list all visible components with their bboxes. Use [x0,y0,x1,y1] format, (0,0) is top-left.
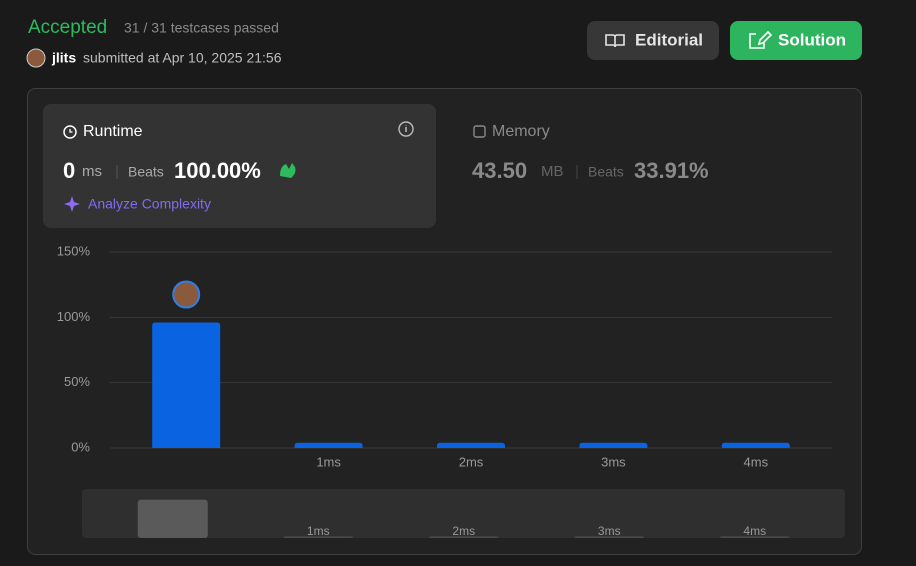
navigator-label: 4ms [743,524,766,538]
navigator-bar [428,536,499,538]
y-tick-label: 50% [64,374,90,389]
bar [294,442,363,448]
navigator-bar [574,536,645,538]
x-tick-label: 4ms [744,454,769,469]
bar [721,442,790,448]
navigator-bar [283,536,354,538]
bar [437,442,505,448]
runtime-beats-label: Beats [128,164,164,180]
analyze-link[interactable]: Analyze Complexity [88,196,211,212]
y-tick-label: 100% [57,309,91,324]
edit-icon [749,30,773,49]
bar [579,442,648,448]
memory-unit: MB [541,163,564,180]
runtime-label: Runtime [83,123,143,140]
user[interactable]: jlits [51,50,76,66]
clock-icon [63,125,77,139]
sparkle-icon [64,196,80,212]
runtime-beats: 100.00% [174,158,261,183]
testcases: 31 / 31 testcases passed [124,20,279,36]
status: Accepted [28,17,107,38]
y-tick-label: 0% [71,439,90,454]
x-tick-label: 3ms [601,454,626,469]
x-tick-label: 1ms [316,454,341,469]
avatar-marker [172,280,201,309]
bar [152,322,221,448]
clock-hand [69,129,73,133]
navigator-bar [137,499,208,538]
navigator-label: 2ms [452,524,475,538]
x-tick-label: 2ms [459,454,484,469]
navigator[interactable] [82,489,845,538]
navigator-bar [719,536,790,538]
navigator-label: 3ms [598,524,621,538]
chart: 0% 50% 100% 150% 1ms 1ms 2ms 2ms 3ms 3ms 4ms 4ms [57,243,832,538]
y-tick-label: 150% [57,243,91,258]
solution-label[interactable]: Solution [778,30,846,49]
runtime-unit: ms [82,163,102,180]
solution-button[interactable] [730,21,862,60]
memory-value: 43.50 [472,158,527,183]
editorial-label[interactable]: Editorial [635,30,703,49]
clap-icon [280,163,296,178]
book-icon [605,34,625,48]
info-icon[interactable] [398,121,414,137]
memory-label[interactable]: Memory [492,123,550,140]
memory-beats: 33.91% [634,158,709,183]
editorial-button[interactable] [587,21,719,60]
runtime-value: 0 [63,158,75,183]
runtime-card[interactable] [43,104,436,228]
chip-icon [473,125,486,138]
submitted: submitted at Apr 10, 2025 21:56 [83,50,282,66]
navigator-label: 1ms [307,524,330,538]
avatar[interactable] [26,48,46,68]
memory-beats-label: Beats [588,164,624,180]
